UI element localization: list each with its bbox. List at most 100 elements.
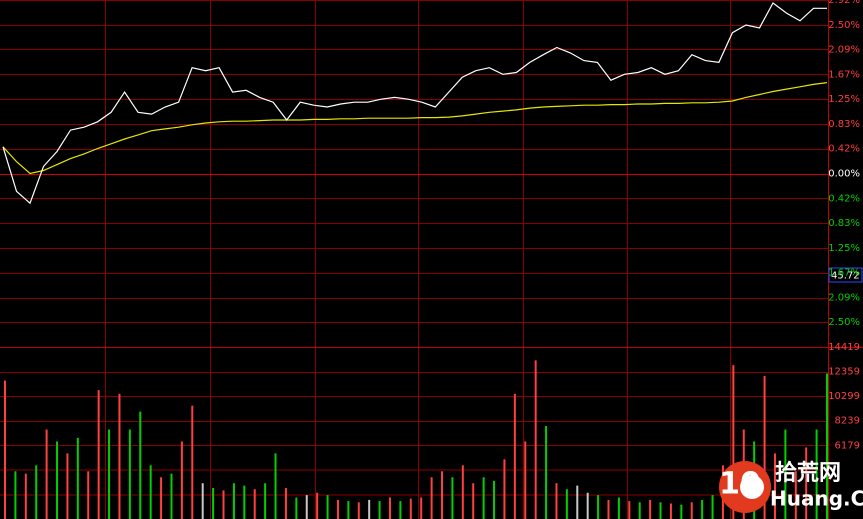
volume-bar [617,497,620,519]
volume-bar [232,483,235,519]
volume-bar [170,473,173,519]
volume-bar [368,499,371,519]
volume-bar [305,495,308,519]
y-tick-label: 2.92% [828,0,860,6]
volume-bar [503,459,506,519]
volume-bar [628,501,631,519]
volume-bar [513,393,516,519]
volume-bar [826,373,828,519]
volume-bar [45,429,48,519]
volume-bar [534,360,537,519]
volume-bar [586,492,589,519]
volume-bar [264,483,267,519]
watermark-site: Huang.CN [770,487,863,511]
volume-bar [399,501,402,519]
watermark-logo [740,475,764,499]
volume-bar [493,480,496,519]
volume-bar [794,471,797,519]
volume-bar [451,477,454,519]
volume-bar [180,441,183,519]
volume-bar [97,390,100,519]
volume-tick-label: 14419 [828,342,860,353]
marks [0,0,828,519]
volume-bar [815,429,818,519]
volume-bar [160,477,163,519]
volume-bar [201,483,204,519]
y-tick-label: 0.83% [828,218,860,229]
volume-bar [66,453,69,519]
y-tick-label: 1.67% [828,268,860,279]
volume-bar [388,497,391,519]
volume-bar [545,425,548,519]
y-tick-label: 2.09% [828,293,860,304]
volume-bar [763,375,766,519]
volume-bar [76,437,79,519]
volume-tick-label: 6179 [835,440,860,451]
watermark: 10 拾荒网 Huang.CN [719,460,863,513]
volume-bar [243,485,246,519]
y-tick-label: 1.25% [828,243,860,254]
volume-bar [347,501,350,519]
volume-tick-label: 10299 [828,391,860,402]
volume-bar [420,497,423,519]
volume-tick-label: 8239 [835,416,860,427]
y-tick-label: 2.09% [828,44,860,55]
volume-bar [701,499,704,519]
volume-bar [87,471,90,519]
volume-bar [607,499,610,519]
volume-bar [805,447,808,519]
volume-bar [711,495,714,519]
volume-bar [461,465,464,519]
volume-bar [472,483,475,519]
y-tick-label: 1.25% [828,94,860,105]
volume-bar [128,429,131,519]
y-tick-label: 2.50% [828,317,860,328]
volume-bar [295,497,298,519]
volume-bar [659,502,662,519]
volume-bar [284,487,287,519]
volume-bar [56,441,59,519]
volume-bar [680,504,683,519]
volume-bar [326,495,329,519]
average-line [2,82,828,175]
price-line [2,2,827,205]
y-tick-label: 0.42% [828,193,860,204]
y-tick-label: 0.42% [828,144,860,155]
price-tag: 45.72 [831,271,860,282]
y-tick-label: 0.00% [828,169,860,180]
volume-bar [378,501,381,519]
volume-bar [638,502,641,519]
y-tick-label: 0.83% [828,119,860,130]
volume-bar [191,405,194,519]
volume-bar [274,453,277,519]
volume-bar [35,465,38,519]
volume-bar [316,492,319,519]
volume-bar [4,380,6,519]
volume-bar [784,429,787,519]
volume-bar [690,502,693,519]
volume-bar [669,503,672,519]
volume-bar [524,441,527,519]
volume-bar [430,477,433,519]
volume-bar [555,483,558,519]
volume-bar [649,499,652,519]
y-tick-label: 1.67% [828,69,860,80]
volume-bar [222,490,225,519]
volume-bar [597,495,600,519]
volume-bar [118,393,121,519]
watermark-number: 10 [719,467,761,502]
y-tick-label: 2.50% [828,20,860,31]
volume-bar [565,489,568,519]
volume-bar [409,498,412,519]
volume-bar [149,465,152,519]
volume-bar [441,471,444,519]
price-tag-box [828,267,863,283]
volume-bar [24,473,27,519]
volume-bar [139,411,142,519]
volume-bar [212,487,215,519]
watermark-name: 拾荒网 [775,460,841,486]
volume-bar [773,453,776,519]
volume-bar [357,502,360,519]
volume-tick-label: 12359 [828,367,860,378]
